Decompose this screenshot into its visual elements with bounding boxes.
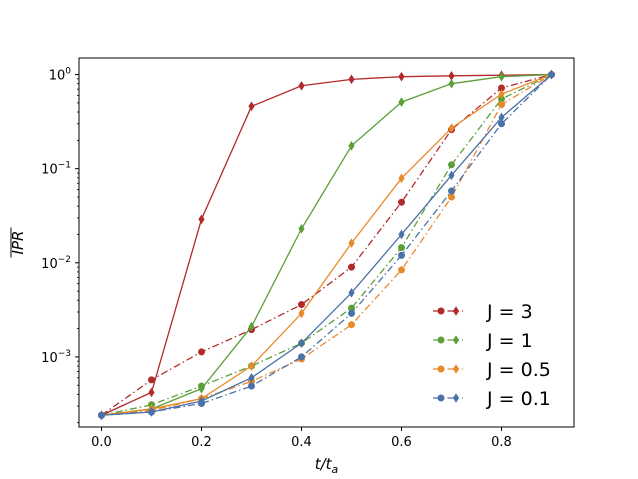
y-axis: 10−3 10−2 10−1 100: [41, 67, 79, 424]
legend-item: J = 1: [433, 330, 533, 352]
data-point: [248, 321, 255, 332]
data-point: [498, 120, 505, 128]
y-axis-label-group: IPR: [9, 227, 27, 258]
data-point: [348, 263, 355, 271]
data-point: [348, 304, 355, 312]
legend-item: J = 3: [433, 301, 533, 323]
data-point: [298, 223, 305, 234]
data-point: [448, 193, 455, 201]
y-axis-label: IPR: [9, 231, 27, 255]
series-line: [101, 74, 552, 416]
legend-item: J = 0.1: [433, 388, 551, 410]
data-point: [398, 251, 405, 259]
data-point: [198, 348, 205, 356]
y-tick-label: 10−3: [41, 349, 71, 366]
data-point: [348, 321, 355, 329]
data-point: [348, 74, 355, 85]
data-point: [448, 161, 455, 169]
data-point: [198, 383, 205, 394]
data-point: [348, 238, 355, 248]
data-point: [248, 372, 255, 383]
data-point: [498, 112, 505, 123]
data-point: [437, 336, 445, 344]
data-point: [148, 407, 155, 417]
series-line: [101, 73, 552, 416]
x-tick-label: 0.2: [191, 435, 212, 450]
data-point: [448, 78, 455, 89]
x-tick-label: 0.0: [91, 435, 112, 450]
data-point: [498, 71, 505, 82]
data-point: [398, 173, 405, 184]
data-point: [437, 365, 445, 373]
data-point: [398, 97, 405, 107]
data-point: [452, 364, 460, 374]
data-point: [198, 214, 205, 225]
series-line: [101, 74, 552, 416]
data-point: [452, 306, 460, 316]
legend-item: J = 0.5: [433, 359, 551, 381]
legend-label: J = 0.5: [486, 359, 551, 381]
legend: J = 3 J = 1 J = 0.5 J = 0.1: [433, 301, 551, 410]
series-line: [101, 73, 552, 416]
data-point: [437, 307, 445, 315]
data-point: [498, 101, 505, 109]
data-point: [248, 101, 255, 112]
data-point: [398, 71, 405, 82]
data-point: [148, 376, 155, 384]
data-point: [98, 410, 105, 421]
data-point: [448, 71, 455, 81]
series-line: [101, 74, 552, 416]
data-point: [298, 353, 305, 361]
data-point: [398, 266, 405, 274]
data-point: [548, 69, 555, 80]
y-tick-label: 100: [49, 67, 72, 84]
legend-label: J = 1: [486, 330, 533, 352]
y-tick-label: 10−1: [41, 161, 71, 178]
data-point: [448, 170, 455, 181]
data-point: [398, 244, 405, 252]
data-point: [248, 382, 255, 390]
series-line: [101, 73, 552, 416]
data-point: [498, 84, 505, 92]
data-point: [448, 123, 455, 133]
data-point: [398, 229, 405, 240]
x-axis: 0.0 0.2 0.4 0.6 0.8: [91, 427, 512, 450]
series: [98, 69, 555, 421]
data-point: [298, 80, 305, 91]
data-point: [198, 396, 205, 406]
data-point: [298, 308, 305, 319]
data-point: [498, 95, 505, 103]
data-point: [437, 394, 445, 402]
data-point: [348, 287, 355, 298]
series-line: [101, 73, 552, 416]
data-point: [348, 309, 355, 317]
series-line: [101, 73, 552, 416]
x-axis-label: t/ta: [315, 455, 339, 476]
series: [98, 69, 555, 421]
data-point: [452, 393, 460, 403]
data-point: [248, 361, 255, 371]
y-tick-label: 10−2: [41, 255, 71, 272]
data-point: [398, 198, 405, 206]
x-tick-label: 0.8: [491, 435, 512, 450]
legend-label: J = 3: [486, 301, 533, 323]
data-point: [452, 335, 460, 345]
plot-frame: [78, 57, 575, 428]
x-tick-label: 0.4: [291, 435, 312, 450]
data-point: [448, 187, 455, 195]
x-tick-label: 0.6: [391, 435, 412, 450]
series: [98, 69, 555, 421]
series-layer: [98, 69, 555, 421]
data-point: [348, 141, 355, 151]
data-point: [298, 338, 305, 348]
legend-label: J = 0.1: [486, 388, 551, 410]
data-point: [298, 301, 305, 309]
data-point: [498, 89, 505, 99]
data-point: [148, 387, 155, 398]
